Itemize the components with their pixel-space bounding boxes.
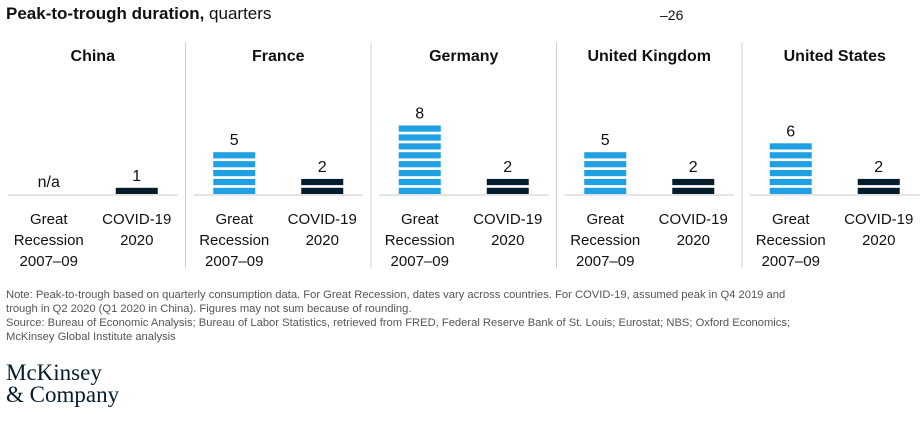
tick-label: COVID-19: [844, 211, 913, 228]
tick-label: COVID-19: [102, 211, 171, 228]
bar-segment: [769, 152, 812, 159]
bar-segment: [584, 161, 627, 168]
bar-segment: [213, 178, 256, 186]
bar-segment: [398, 152, 441, 159]
bar-segment: [398, 170, 441, 177]
stray-label: –26: [660, 7, 684, 23]
tick-label: 2007–09: [20, 253, 78, 270]
bar-segment: [213, 187, 256, 194]
bar-segment: [301, 187, 344, 194]
bar-segment: [301, 178, 344, 186]
tick-label: 2020: [862, 232, 895, 249]
logo-line-1: McKinsey: [6, 360, 102, 385]
tick-label: Great: [401, 211, 439, 228]
data-label: n/a: [38, 174, 60, 191]
data-label: 2: [689, 159, 698, 176]
tick-label: Recession: [756, 232, 826, 249]
tick-label: COVID-19: [473, 211, 542, 228]
tick-label: Recession: [14, 232, 84, 249]
mckinsey-logo: McKinsey & Company: [6, 360, 120, 407]
bar-segment: [398, 134, 441, 141]
panel-title-china: China: [71, 48, 116, 65]
tick-label: 2007–09: [762, 253, 820, 270]
data-label: 2: [503, 159, 512, 176]
chart-title: Peak-to-trough duration, quarters: [6, 4, 271, 24]
data-label: 5: [601, 132, 610, 149]
tick-label: Great: [215, 211, 253, 228]
bar-chart: China n/a Great Recession 2007–09 1 COVID-19 20…: [8, 42, 920, 270]
bar-segment: [769, 178, 812, 186]
tick-label: 2020: [677, 232, 710, 249]
data-label: 5: [230, 132, 239, 149]
bar-segment: [857, 178, 900, 186]
source-line-2: McKinsey Global Institute analysis: [6, 331, 176, 343]
bar-segment: [213, 152, 256, 159]
bar-segment: [398, 161, 441, 168]
bar-segment: [584, 187, 627, 194]
footnotes: Note: Peak-to-trough based on quarterly …: [6, 288, 906, 344]
bar-segment: [857, 187, 900, 194]
bar-segment: [769, 161, 812, 168]
tick-label: 2020: [120, 232, 153, 249]
bar-segment: [584, 170, 627, 177]
data-label: 8: [415, 106, 424, 123]
chart-title-bold: Peak-to-trough duration,: [6, 4, 205, 23]
panel-title-germany: Germany: [429, 48, 498, 65]
tick-label: Great: [586, 211, 624, 228]
tick-label: Recession: [570, 232, 640, 249]
bar-segment: [213, 170, 256, 177]
tick-label: 2007–09: [391, 253, 449, 270]
bar-segment: [769, 187, 812, 194]
data-label: 2: [318, 159, 327, 176]
tick-label: 2020: [306, 232, 339, 249]
note-line-2: trough in Q2 2020 (Q1 2020 in China). Fi…: [6, 303, 412, 315]
tick-label: 2007–09: [576, 253, 634, 270]
data-label: 2: [874, 159, 883, 176]
data-label: 6: [786, 123, 795, 140]
panel-title-united-states: United States: [784, 48, 886, 65]
tick-label: Great: [30, 211, 68, 228]
bar-segment: [769, 170, 812, 177]
chart-title-unit: quarters: [204, 4, 272, 23]
data-label: 1: [132, 168, 141, 185]
source-line-1: Source: Bureau of Economic Analysis; Bur…: [6, 317, 791, 329]
bar-segment: [486, 178, 529, 186]
bar-segment: [398, 125, 441, 132]
panel-title-united-kingdom: United Kingdom: [587, 48, 711, 65]
tick-label: COVID-19: [659, 211, 728, 228]
bar-segment: [398, 143, 441, 150]
bar-segment: [584, 178, 627, 186]
tick-label: 2020: [491, 232, 524, 249]
bar-segment: [584, 152, 627, 159]
bar-segment: [213, 161, 256, 168]
bar-segment: [398, 187, 441, 194]
bar-segment: [115, 187, 158, 194]
bar-segment: [769, 143, 812, 150]
bar-segment: [672, 187, 715, 194]
tick-label: Great: [772, 211, 810, 228]
tick-label: Recession: [199, 232, 269, 249]
bar-segment: [486, 187, 529, 194]
tick-label: 2007–09: [205, 253, 263, 270]
bar-segment: [672, 178, 715, 186]
tick-label: Recession: [385, 232, 455, 249]
note-line-1: Note: Peak-to-trough based on quarterly …: [6, 289, 786, 301]
bar-segment: [398, 178, 441, 186]
logo-line-2: & Company: [6, 382, 120, 407]
panel-title-france: France: [252, 48, 305, 65]
tick-label: COVID-19: [288, 211, 357, 228]
